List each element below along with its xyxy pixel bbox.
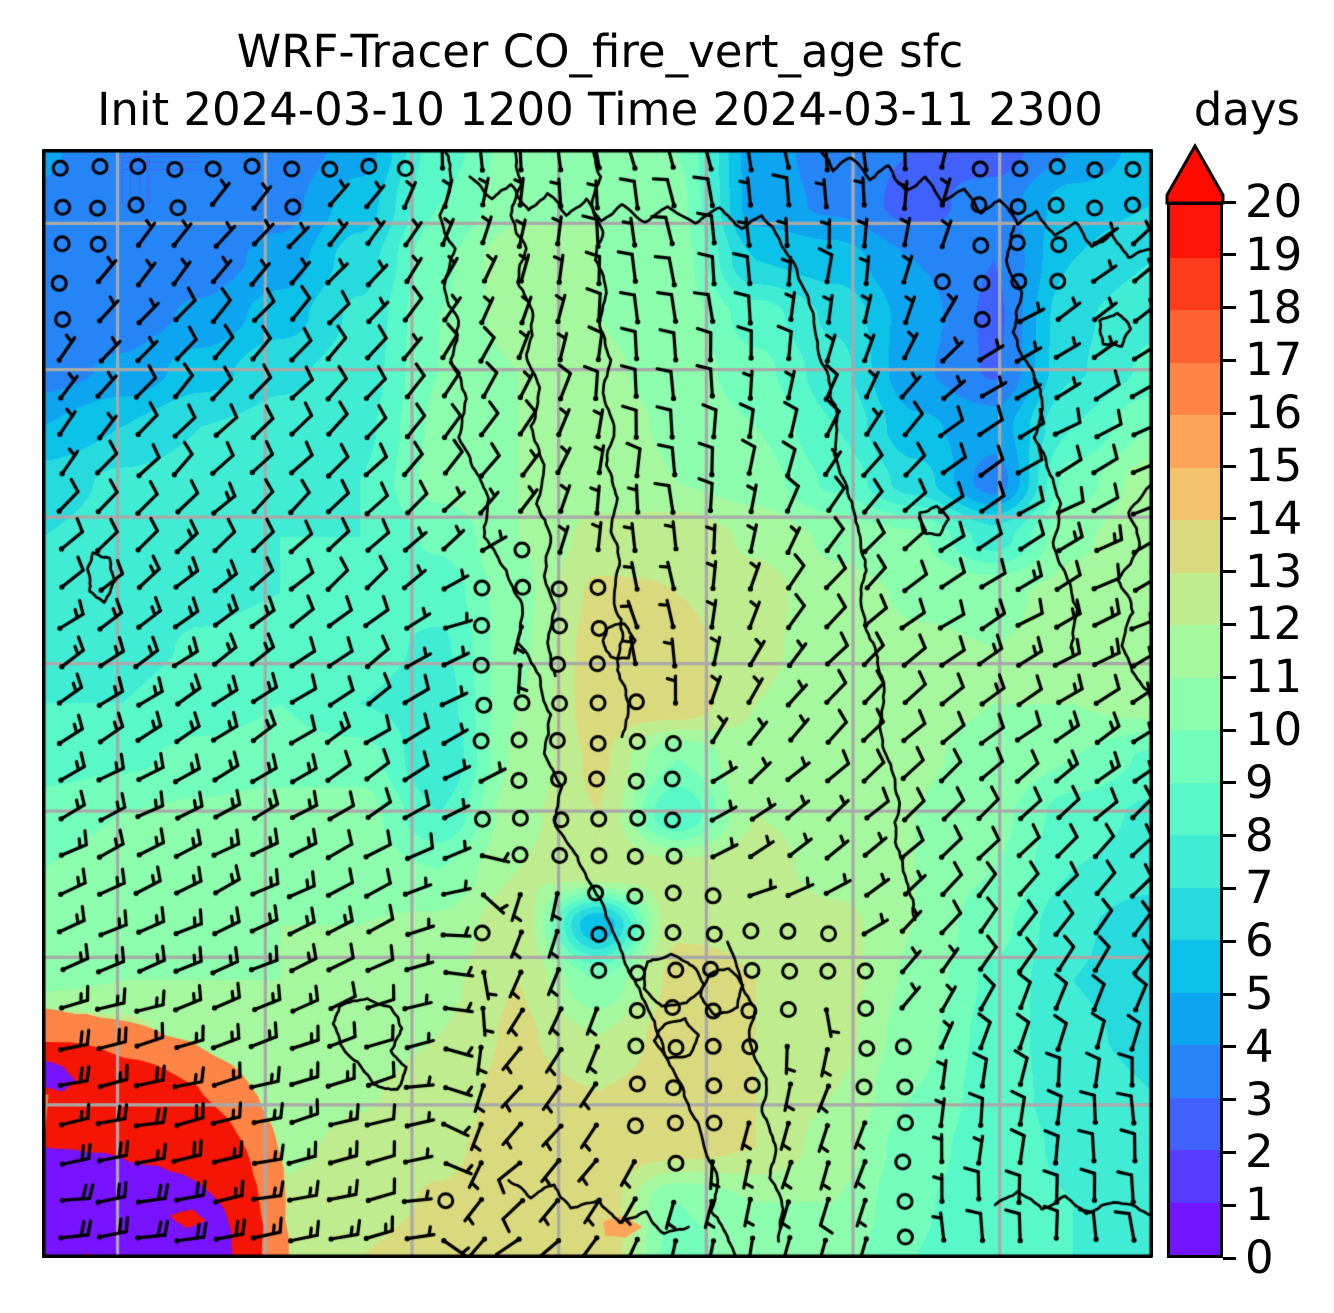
colorbar-tick [1223,728,1236,732]
colorbar-tick-label: 14 [1245,491,1303,545]
colorbar-segment [1170,887,1220,940]
colorbar-segment [1170,362,1220,415]
colorbar-segment [1170,677,1220,730]
colorbar-tick [1223,886,1236,890]
colorbar [1167,202,1223,1258]
colorbar-segment [1170,415,1220,468]
colorbar-tick [1223,1203,1236,1207]
map-canvas [42,149,1153,1258]
colorbar-tick [1223,1045,1236,1049]
colorbar-segment [1170,730,1220,783]
colorbar-segment [1170,572,1220,625]
colorbar-tick-label: 10 [1245,703,1303,756]
colorbar-tick-label: 17 [1245,333,1303,387]
colorbar-tick [1223,411,1236,415]
plot-subtitle: Init 2024-03-10 1200 Time 2024-03-11 230… [97,83,1103,136]
colorbar-tick [1223,1256,1236,1260]
colorbar-segment [1170,940,1220,993]
colorbar-tick [1223,622,1236,626]
colorbar-segment [1170,257,1220,310]
colorbar-tick [1223,464,1236,468]
colorbar-tick-label: 3 [1245,1072,1274,1126]
colorbar-segment [1170,1202,1220,1255]
colorbar-segment [1170,992,1220,1045]
colorbar-segment [1170,1097,1220,1150]
colorbar-tick [1223,570,1236,574]
colorbar-unit-label: days [1193,83,1300,136]
colorbar-tick [1223,834,1236,838]
colorbar-segment [1170,467,1220,520]
colorbar-tick-label: 1 [1245,1178,1274,1232]
colorbar-tick-label: 11 [1245,650,1303,704]
colorbar-segment [1170,310,1220,363]
colorbar-tick-label: 15 [1245,439,1303,492]
colorbar-tick [1223,675,1236,679]
colorbar-tick [1223,781,1236,785]
colorbar-tick-label: 13 [1245,544,1303,598]
colorbar-tick-label: 8 [1245,808,1274,862]
colorbar-tick [1223,358,1236,362]
colorbar-tick [1223,1098,1236,1102]
colorbar-tick [1223,253,1236,257]
colorbar-segment [1170,625,1220,678]
plot-title: WRF-Tracer CO_fire_vert_age sfc [236,25,964,78]
colorbar-tick [1223,1150,1236,1154]
colorbar-segment [1170,835,1220,888]
colorbar-tick-label: 16 [1245,386,1303,440]
colorbar-segment [1170,205,1220,258]
colorbar-tick [1223,306,1236,310]
colorbar-tick [1223,517,1236,521]
colorbar-tick-label: 12 [1245,597,1303,651]
colorbar-tick-label: 20 [1245,175,1303,228]
colorbar-tick [1223,939,1236,943]
colorbar-tick-label: 2 [1245,1125,1274,1179]
colorbar-tick-label: 0 [1245,1231,1274,1284]
colorbar-tick-label: 18 [1245,280,1303,334]
colorbar-segment [1170,1045,1220,1098]
colorbar-over-arrow [1165,143,1225,205]
colorbar-tick-label: 9 [1245,755,1274,809]
colorbar-segment [1170,520,1220,573]
colorbar-segment [1170,1150,1220,1203]
colorbar-tick-label: 7 [1245,861,1274,915]
colorbar-tick [1223,200,1236,204]
colorbar-tick-label: 5 [1245,967,1274,1020]
colorbar-tick [1223,992,1236,996]
colorbar-segment [1170,782,1220,835]
colorbar-tick-label: 4 [1245,1019,1274,1073]
colorbar-tick-label: 6 [1245,914,1274,968]
colorbar-tick-label: 19 [1245,227,1303,281]
